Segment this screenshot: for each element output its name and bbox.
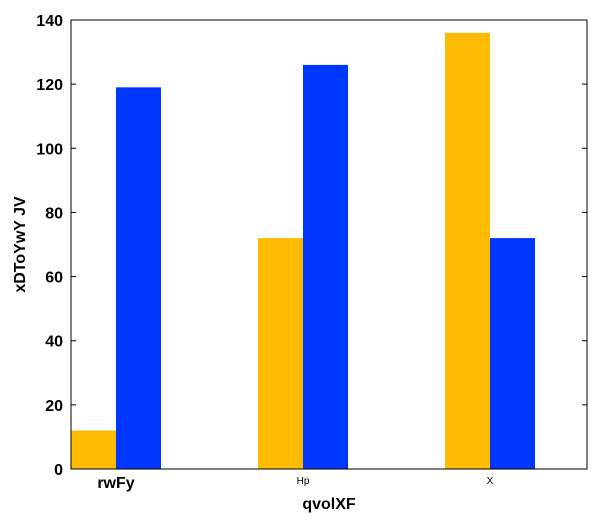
y-tick-label: 80 [45,205,63,222]
x-axis: rwFy Hp X [97,475,493,492]
y-tick-label: 0 [54,462,63,479]
bar-X-series-1 [445,32,490,469]
bar-Hp-series-2 [303,64,348,470]
x-tick-label-Hp: Hp [297,476,310,487]
y-tick-label: 100 [36,141,63,158]
y-tick-label: 120 [36,77,63,94]
x-axis-title: qvolXF [302,496,356,513]
x-tick-label-rwFy: rwFy [97,475,134,492]
bars-layer [71,32,535,470]
bar-rwFy-series-1 [71,430,116,469]
y-tick-label: 40 [45,334,63,351]
y-axis: 0 20 40 60 80 100 120 140 [36,13,587,479]
bar-X-series-2 [490,238,535,469]
x-tick-label-X: X [487,476,494,487]
y-tick-label: 20 [45,398,63,415]
bar-rwFy-series-2 [116,87,161,469]
bar-Hp-series-1 [258,238,303,469]
y-tick-label: 140 [36,13,63,30]
y-tick-label: 60 [45,270,63,287]
y-axis-title: xDToYwY JV [12,196,29,293]
plot-area-frame [70,19,588,470]
